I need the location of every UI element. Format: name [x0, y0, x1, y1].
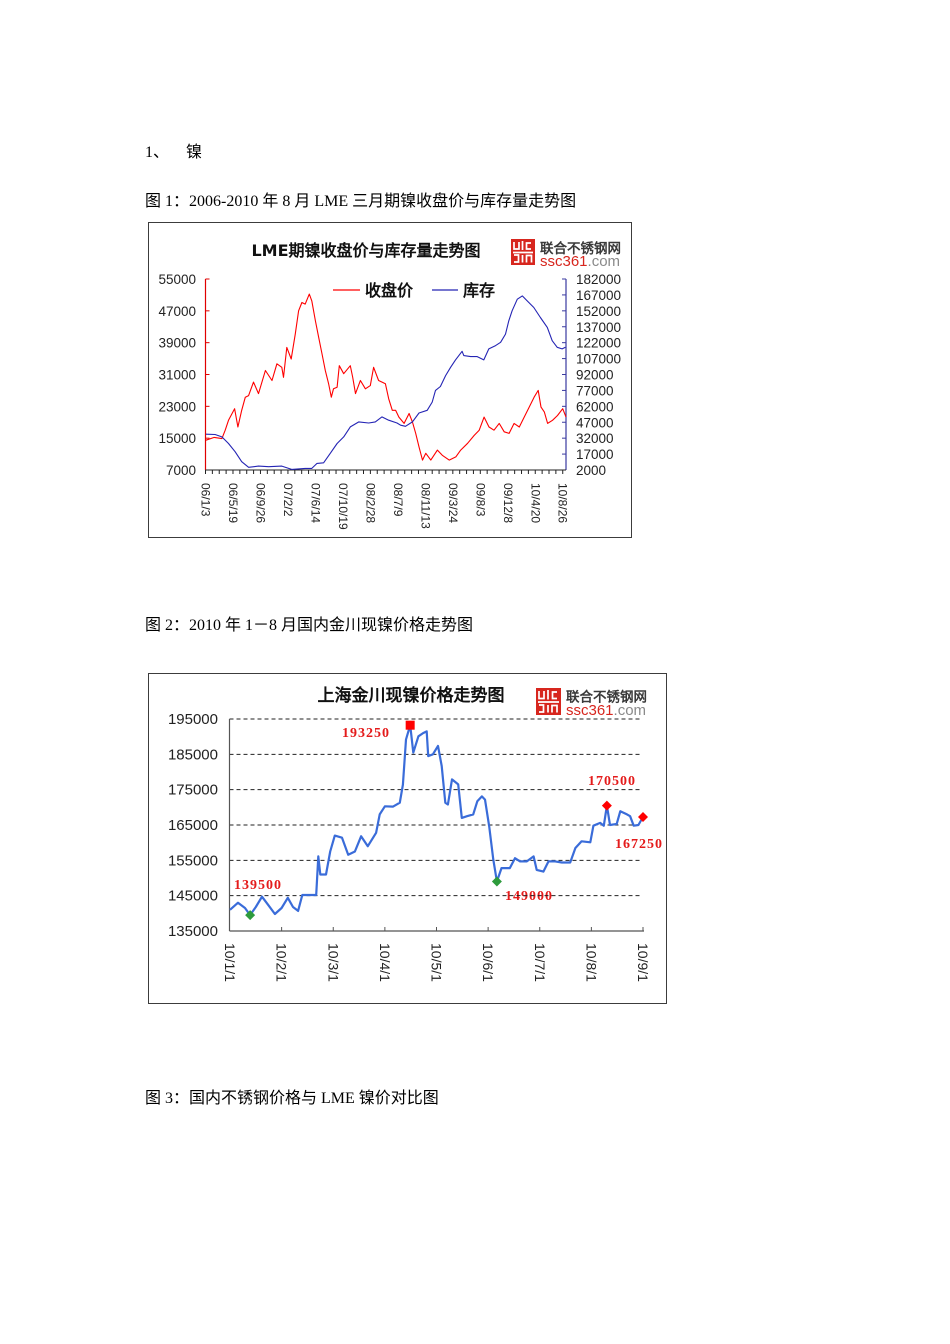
x-tick-label: 10/9/1 [635, 943, 651, 982]
y-tick-label: 165000 [168, 817, 218, 834]
chart-annotation-labels: 193250 139500 149000 170500 167250 [234, 726, 663, 904]
y-right-tick-label: 122000 [576, 336, 621, 351]
y-right-tick-label: 182000 [576, 272, 621, 287]
x-tick-label: 09/12/8 [501, 483, 515, 523]
y-right-tick-label: 2000 [576, 463, 606, 478]
y-tick-label: 155000 [168, 852, 218, 869]
marker-diamond-icon [245, 910, 256, 921]
chart-title: 上海金川现镍价格走势图 [318, 685, 505, 706]
x-tick-label: 10/7/1 [532, 943, 548, 982]
y-right-tick-label: 32000 [576, 431, 614, 446]
chart-grid [229, 718, 642, 897]
marker-diamond-icon [638, 812, 648, 823]
logo-url: ssc361.com [540, 253, 620, 270]
y-right-tick-label: 137000 [576, 320, 621, 335]
chart-axes: 55000 47000 39000 31000 23000 15000 7000 182000… [158, 272, 621, 530]
legend-label-price: 收盘价 [365, 281, 414, 300]
annotation-label-193250: 193250 [342, 726, 390, 741]
price-series-line [205, 293, 567, 461]
site-logo-icon [511, 239, 535, 265]
x-tick-label: 10/3/1 [325, 943, 341, 982]
y-left-tick-label: 15000 [158, 431, 196, 446]
chart-series [229, 724, 644, 917]
legend-label-stock: 库存 [463, 281, 495, 300]
site-logo[interactable]: 联合不锈钢网 ssc361.com [511, 239, 621, 270]
y-tick-label: 145000 [168, 888, 218, 905]
x-tick-label: 08/11/13 [418, 483, 432, 529]
x-tick-label: 10/1/1 [222, 943, 238, 982]
y-left-tick-label: 7000 [166, 463, 196, 478]
y-right-tick-label: 77000 [576, 383, 614, 398]
figure-3-caption: 图 3：国内不锈钢价格与 LME 镍价对比图 [145, 1090, 439, 1107]
annotation-label-139500: 139500 [234, 878, 282, 893]
chart-frame [148, 222, 632, 538]
site-logo[interactable]: 联合不锈钢网 ssc361.com [536, 688, 647, 719]
x-tick-label: 10/2/1 [274, 943, 290, 982]
marker-diamond-icon [601, 800, 612, 811]
y-right-tick-label: 107000 [576, 352, 621, 367]
x-tick-label: 10/6/1 [480, 943, 496, 982]
y-right-tick-label: 167000 [576, 288, 621, 303]
stock-series-line [205, 295, 566, 470]
section-title: 镍 [186, 144, 203, 161]
marker-diamond-icon [491, 876, 502, 887]
y-tick-label: 175000 [168, 782, 218, 799]
y-left-tick-label: 39000 [158, 336, 196, 351]
x-tick-label: 06/5/19 [226, 483, 240, 523]
max-marker-square-icon [405, 720, 415, 730]
y-left-tick-label: 31000 [158, 368, 196, 383]
annotation-label-170500: 170500 [588, 774, 636, 789]
lme-nickel-price-stock-chart: LME期镍收盘价与库存量走势图 联合不锈钢网 ssc361.com 收盘价 库存… [148, 222, 632, 538]
logo-url: ssc361.com [566, 702, 646, 719]
x-tick-label: 06/1/3 [199, 483, 213, 517]
x-tick-label: 10/8/1 [583, 943, 599, 982]
x-tick-label: 10/8/26 [556, 483, 570, 523]
figure-1-caption: 图 1：2006-2010 年 8 月 LME 三月期镍收盘价与库存量走势图 [145, 193, 577, 210]
site-logo-icon [536, 688, 561, 715]
y-right-tick-label: 152000 [576, 304, 621, 319]
logo-site-name: 联合不锈钢网 [540, 240, 621, 257]
y-tick-label: 135000 [168, 923, 218, 940]
y-left-tick-label: 23000 [158, 399, 196, 414]
chart-markers [245, 720, 648, 921]
annotation-label-167250: 167250 [615, 837, 663, 852]
x-tick-label: 08/7/9 [391, 483, 405, 517]
y-right-tick-label: 17000 [576, 447, 614, 462]
y-tick-label: 185000 [168, 746, 218, 763]
annotation-label-149000: 149000 [505, 889, 553, 904]
figure-2-caption: 图 2：2010 年 1－8 月国内金川现镍价格走势图 [145, 617, 474, 634]
y-left-tick-label: 47000 [158, 304, 196, 319]
x-tick-label: 09/8/3 [473, 483, 487, 517]
x-tick-label: 07/2/2 [281, 483, 295, 517]
y-right-tick-label: 62000 [576, 399, 614, 414]
chart-axes: 195000 185000 175000 165000 155000 145000 1350… [168, 711, 651, 982]
y-left-tick-label: 55000 [158, 272, 196, 287]
x-tick-label: 06/9/26 [253, 483, 267, 523]
x-tick-label: 07/6/14 [308, 483, 322, 523]
x-tick-label: 10/4/20 [528, 483, 542, 523]
x-tick-label: 08/2/28 [363, 483, 377, 523]
section-number: 1、 [145, 144, 170, 161]
chart-legend: 收盘价 库存 [333, 281, 495, 300]
x-tick-label: 09/3/24 [446, 483, 460, 523]
chart-series [205, 293, 567, 470]
y-tick-label: 195000 [168, 711, 218, 728]
x-tick-label: 10/4/1 [377, 943, 393, 982]
jinchuan-nickel-price-chart: 上海金川现镍价格走势图 联合不锈钢网 ssc361.com 193250 1395… [148, 673, 667, 1004]
y-right-tick-label: 47000 [576, 415, 614, 430]
chart-title: LME期镍收盘价与库存量走势图 [251, 241, 480, 260]
price-series-line [229, 724, 644, 917]
x-tick-label: 10/5/1 [429, 943, 445, 982]
x-tick-label: 07/10/19 [336, 483, 350, 530]
section-heading: 1、镍 [145, 144, 202, 162]
logo-site-name: 联合不锈钢网 [566, 689, 647, 706]
y-right-tick-label: 92000 [576, 368, 614, 383]
